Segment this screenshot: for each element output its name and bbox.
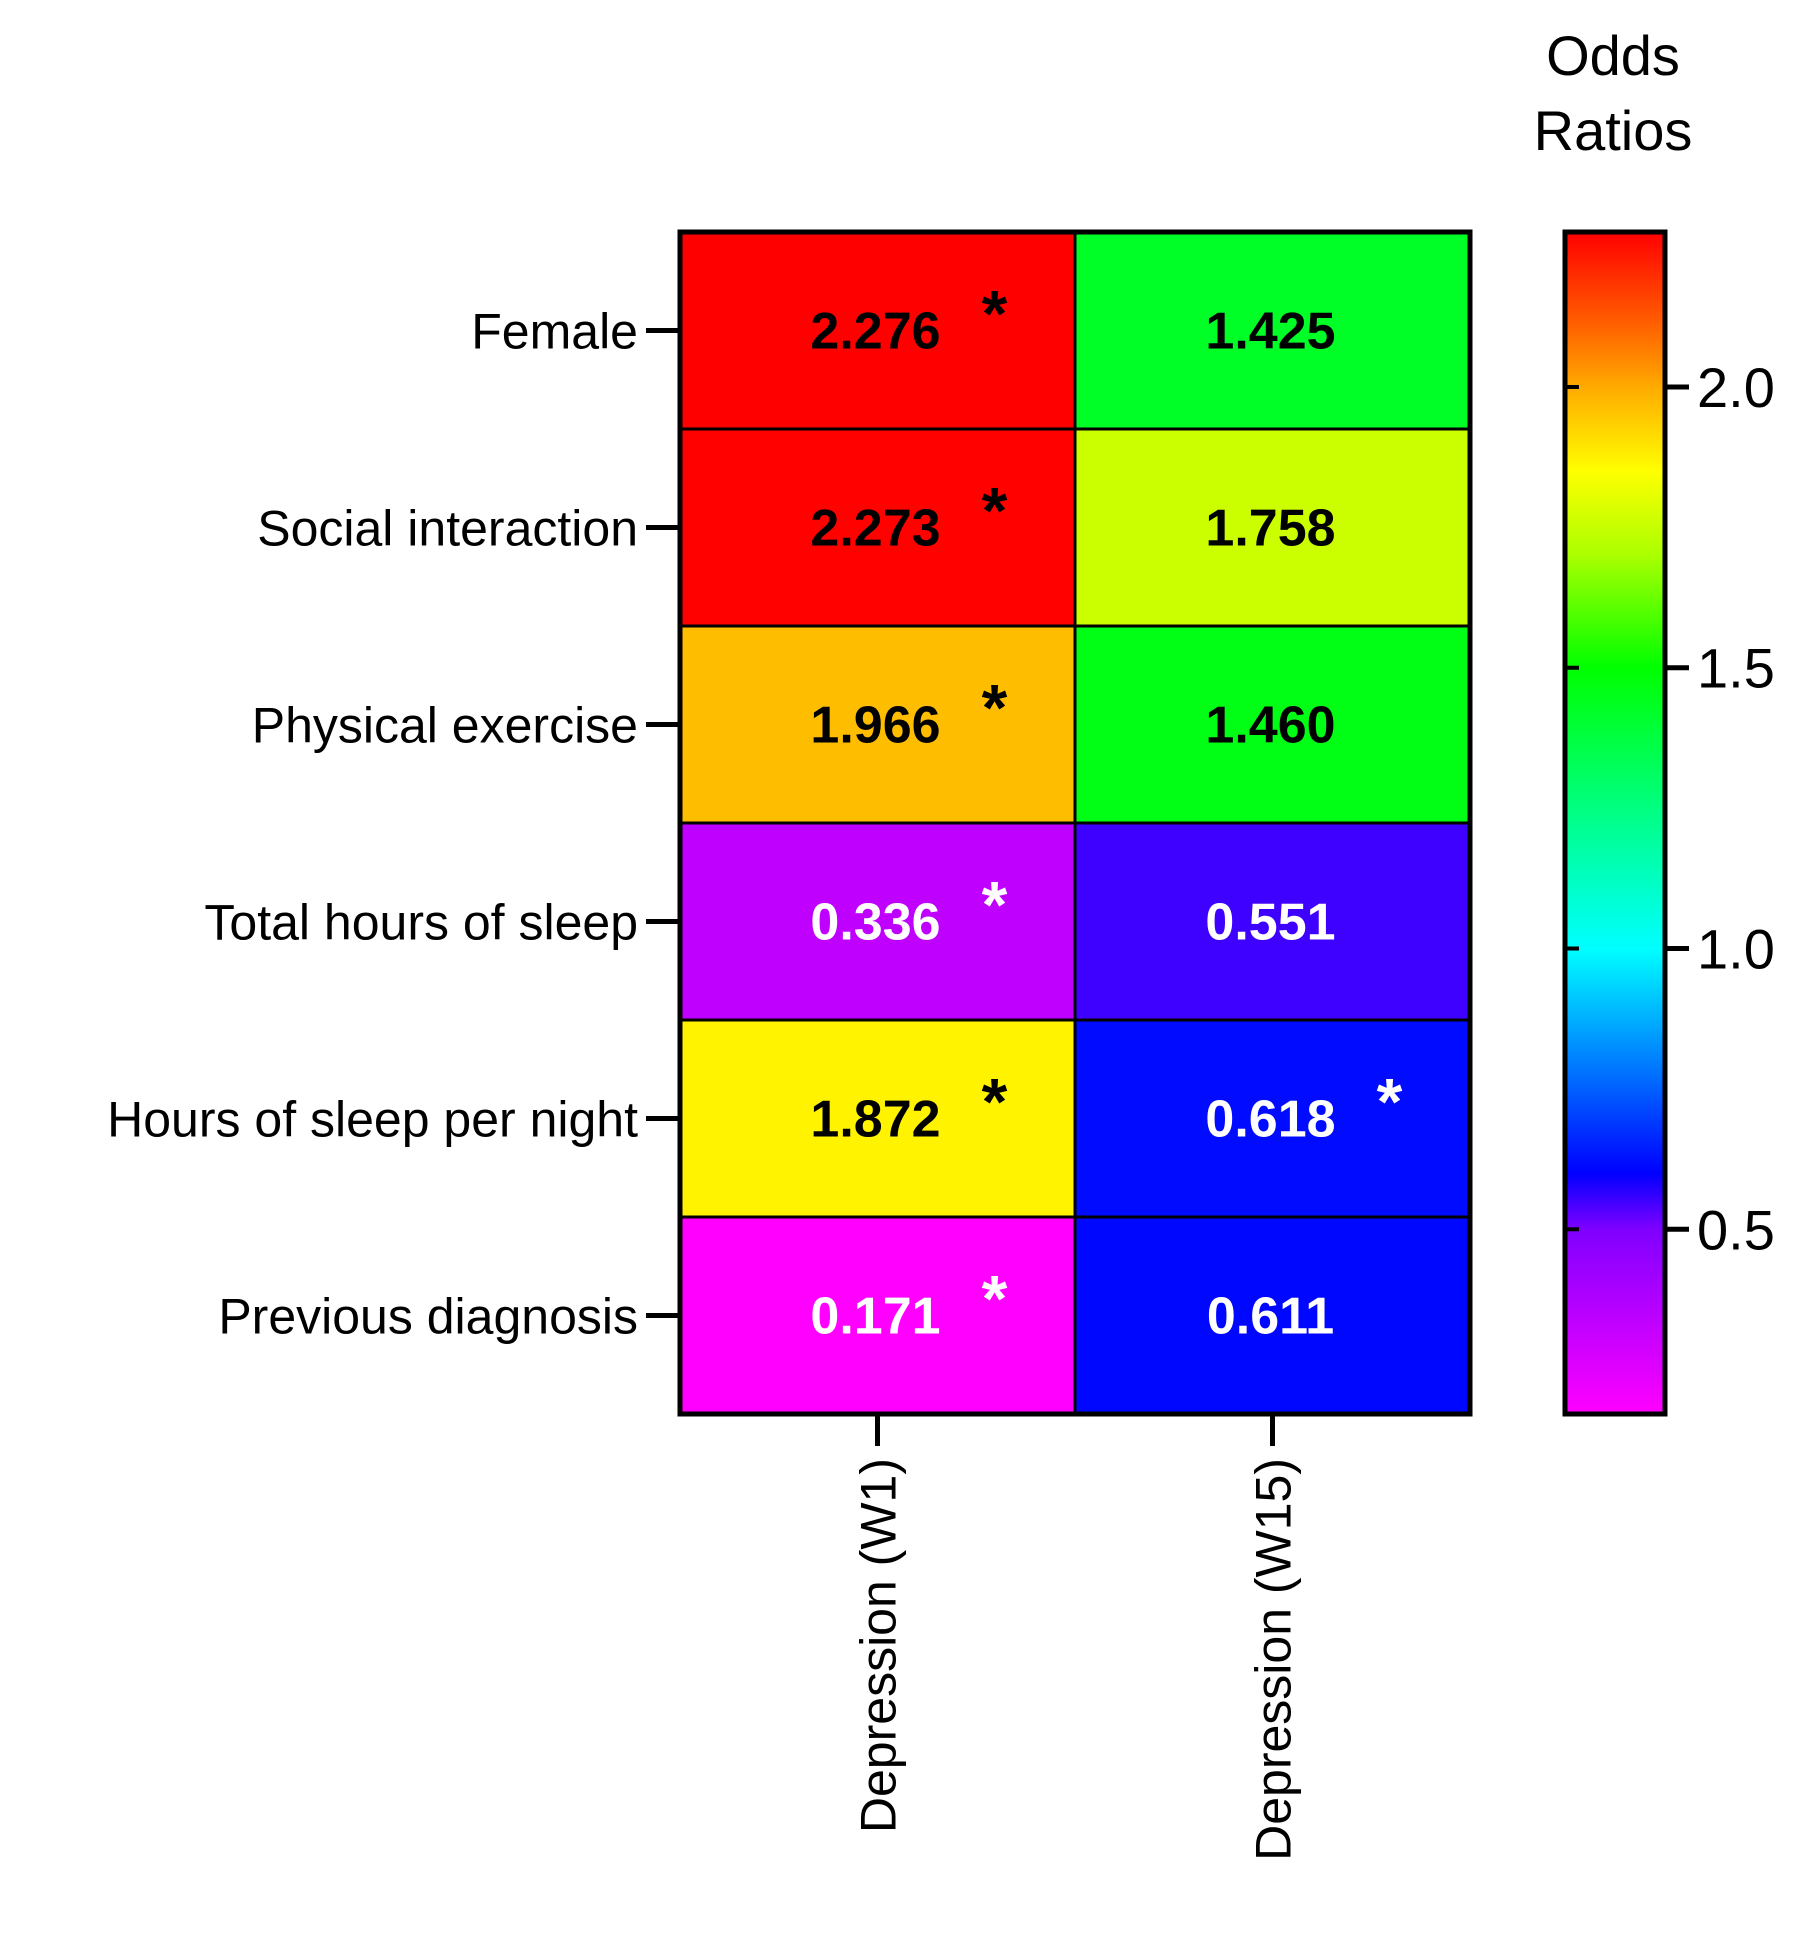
- heatmap-cell: [1075, 232, 1470, 429]
- heatmap-cell: [1075, 626, 1470, 823]
- colorbar: Odds Ratios 0.5 1.0 1.5 2.0: [1534, 24, 1775, 1417]
- cell-value-label: 0.171: [810, 1288, 940, 1346]
- heatmap-cell: [680, 1020, 1075, 1217]
- y-axis-label: Total hours of sleep: [204, 895, 638, 951]
- colorbar-tick-label: 0.5: [1697, 1198, 1775, 1261]
- heatmap-grid: [677, 229, 1473, 1417]
- cell-value-label: 0.551: [1205, 894, 1335, 952]
- y-axis: Female Social interaction Physical exercis…: [107, 304, 680, 1345]
- heatmap-cell: [680, 823, 1075, 1020]
- cell-value-label: 1.460: [1205, 697, 1335, 755]
- significance-marker: *: [1377, 1065, 1403, 1139]
- cell-value-label: 1.425: [1205, 303, 1335, 361]
- x-axis-label: Depression (W1): [851, 1458, 907, 1833]
- cell-value-label: 0.618: [1205, 1091, 1335, 1149]
- colorbar-tick-label: 2.0: [1697, 356, 1775, 419]
- significance-marker: *: [982, 1065, 1008, 1139]
- heatmap-cell: [1075, 823, 1470, 1020]
- cell-value-label: 1.966: [810, 697, 940, 755]
- significance-marker: *: [982, 474, 1008, 548]
- significance-marker: *: [982, 868, 1008, 942]
- y-axis-label: Previous diagnosis: [218, 1289, 638, 1345]
- heatmap-cell: [680, 1217, 1075, 1414]
- cell-value-label: 0.336: [810, 894, 940, 952]
- y-axis-label: Female: [471, 304, 638, 360]
- heatmap-cell: [680, 429, 1075, 626]
- colorbar-scale: [1562, 229, 1668, 1417]
- colorbar-title-line-1: Odds: [1546, 24, 1680, 87]
- cell-value-label: 1.872: [810, 1091, 940, 1149]
- significance-marker: *: [982, 671, 1008, 745]
- heatmap-cell: [680, 626, 1075, 823]
- heatmap-border: [677, 229, 1473, 1417]
- significance-marker: *: [982, 1262, 1008, 1336]
- heatmap-cell: [1075, 1020, 1470, 1217]
- cell-value-label: 0.611: [1207, 1288, 1334, 1346]
- cell-labels: 2.276 * 1.425 2.273 * 1.758 1.966 * 1.460 0.336 * 0…: [810, 277, 1402, 1346]
- x-axis-label: Depression (W15): [1246, 1458, 1302, 1861]
- y-axis-label: Physical exercise: [252, 698, 638, 754]
- y-axis-label: Hours of sleep per night: [107, 1092, 638, 1148]
- cell-value-label: 2.273: [810, 500, 940, 558]
- heatmap-cell: [1075, 1217, 1470, 1414]
- colorbar-title-line-2: Ratios: [1534, 99, 1693, 162]
- heatmap-cell: [1075, 429, 1470, 626]
- x-axis: Depression (W1) Depression (W15): [851, 1414, 1302, 1861]
- heatmap-cells: [680, 232, 1470, 1414]
- significance-marker: *: [982, 277, 1008, 351]
- colorbar-tick-label: 1.5: [1697, 637, 1775, 700]
- heatmap-cell: [680, 232, 1075, 429]
- cell-value-label: 1.758: [1205, 500, 1335, 558]
- cell-value-label: 2.276: [810, 303, 940, 361]
- colorbar-tick-label: 1.0: [1697, 917, 1775, 980]
- y-axis-label: Social interaction: [257, 501, 638, 557]
